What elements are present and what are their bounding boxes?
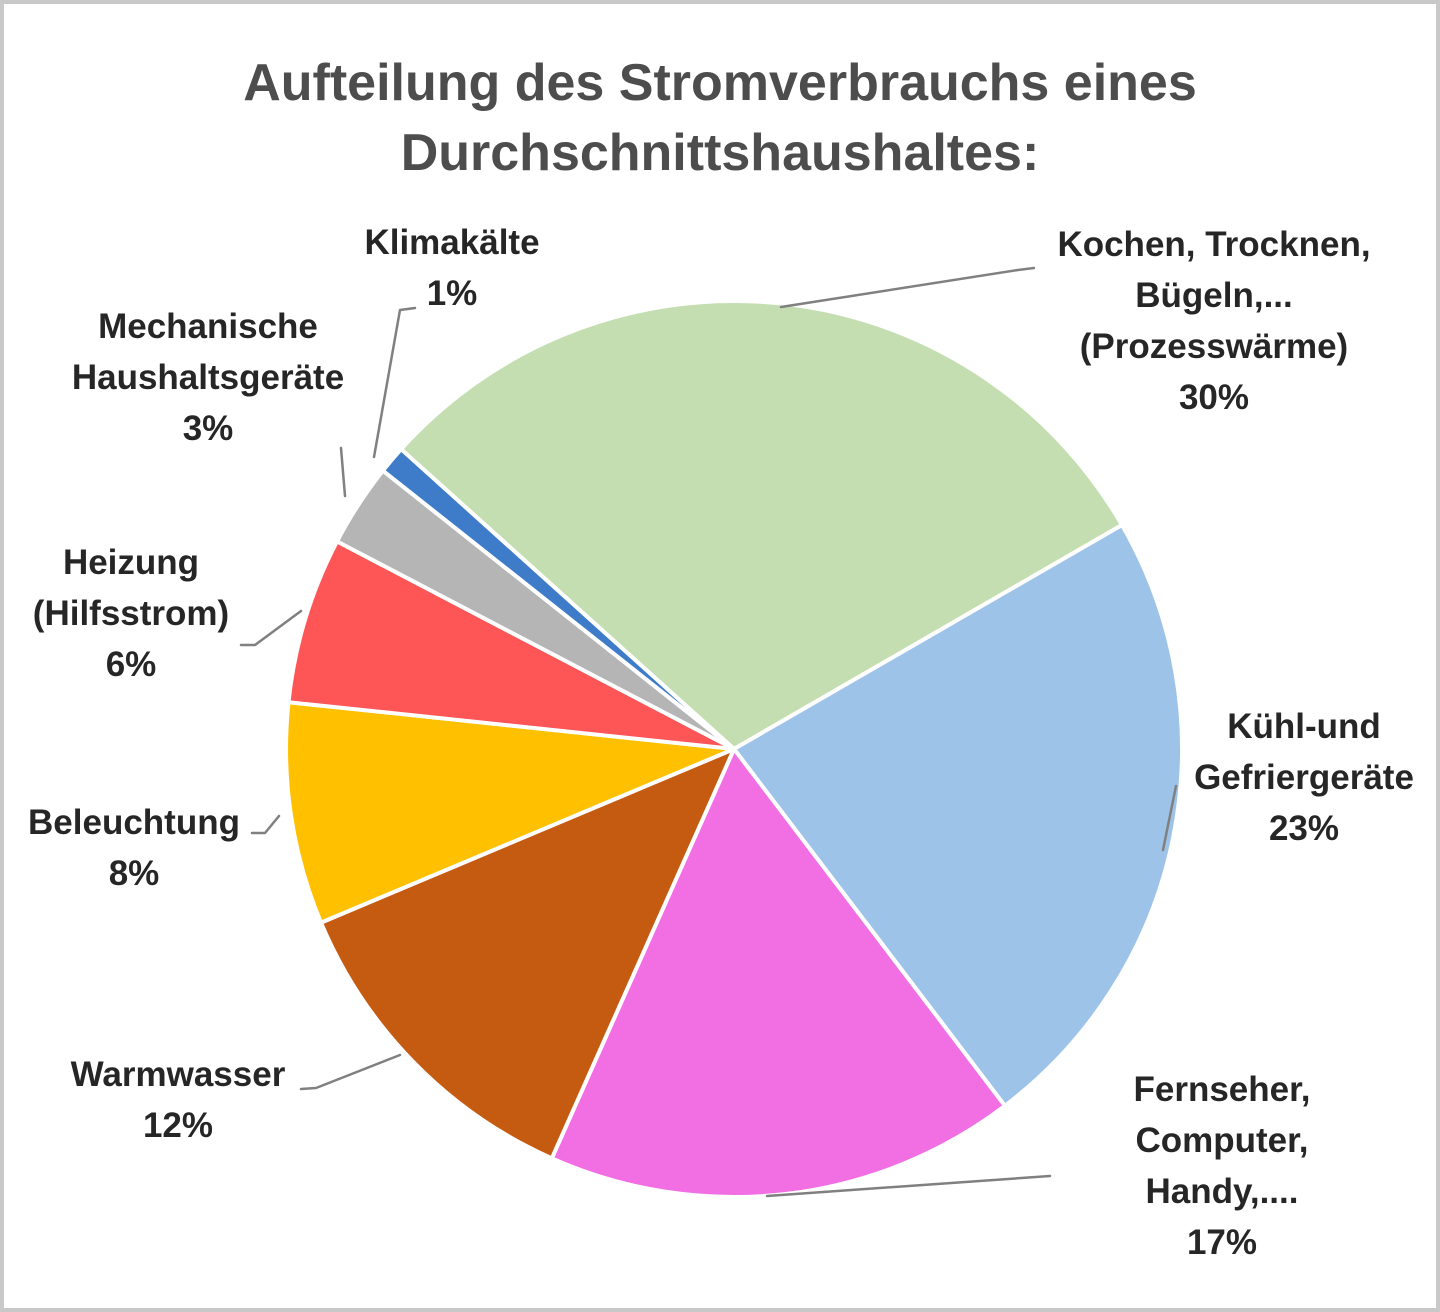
- slice-label-line: Beleuchtung: [28, 803, 240, 842]
- slice-label-beleuchtung: Beleuchtung 8%: [28, 797, 240, 899]
- leader-line-mechanische: [339, 446, 347, 498]
- slice-label-klimakaelte: Klimakälte 1%: [364, 217, 539, 319]
- slice-label-line: Kochen, Trocknen,: [1057, 225, 1371, 264]
- pie-slice-beleuchtung: [284, 700, 736, 925]
- pie-slice-warmwasser: [319, 747, 736, 1161]
- slice-label-mechanische: Mechanische Haushaltsgeräte 3%: [72, 301, 344, 454]
- slice-label-line: Warmwasser: [70, 1055, 286, 1094]
- slice-label-line: Kühl-und: [1227, 707, 1381, 746]
- slice-label-line: Computer,: [1135, 1121, 1309, 1160]
- slice-label-line: Heizung: [62, 543, 200, 582]
- pie-slice-kuehl: [732, 523, 1184, 1108]
- slice-label-line: 8%: [108, 854, 160, 893]
- slice-label-fernseher: Fernseher, Computer, Handy,.... 17%: [1133, 1064, 1310, 1268]
- pie-slice-kochen: [399, 299, 1124, 751]
- slice-label-line: (Hilfsstrom): [32, 594, 230, 633]
- slice-label-line: Klimakälte: [364, 223, 540, 262]
- slice-label-line: 6%: [105, 645, 157, 684]
- slice-label-line: Bügeln,...: [1135, 276, 1293, 315]
- chart-title-line-2: Durchschnittshaushaltes:: [400, 124, 1040, 182]
- leader-line-kuehl: [1161, 784, 1178, 852]
- pie-slice-heizung: [286, 539, 736, 751]
- leader-line-klimakaelte: [372, 306, 417, 459]
- chart-title-line-1: Aufteilung des Stromverbrauchs eines: [243, 54, 1197, 112]
- slice-label-line: 12%: [142, 1106, 214, 1145]
- pie-chart-svg: [239, 266, 1184, 1200]
- slice-label-heizung: Heizung (Hilfsstrom) 6%: [33, 537, 229, 690]
- leader-line-warmwasser: [299, 1053, 402, 1091]
- slice-label-line: 23%: [1268, 809, 1340, 848]
- slice-label-line: Fernseher,: [1133, 1070, 1311, 1109]
- slice-label-line: 1%: [426, 274, 478, 313]
- slice-label-line: 30%: [1178, 378, 1250, 417]
- slice-label-line: 17%: [1186, 1223, 1258, 1262]
- slice-label-warmwasser: Warmwasser 12%: [71, 1049, 286, 1151]
- slice-label-line: Mechanische: [98, 307, 318, 346]
- slice-label-line: Gefriergeräte: [1194, 758, 1414, 797]
- slice-label-kochen: Kochen, Trocknen, Bügeln,... (Prozesswärme…: [1057, 219, 1370, 423]
- chart-title: Aufteilung des Stromverbrauchs eines Dur…: [4, 48, 1436, 188]
- slice-label-line: (Prozesswärme): [1079, 327, 1349, 366]
- leader-line-heizung: [239, 609, 303, 647]
- leader-line-beleuchtung: [250, 814, 281, 835]
- slice-label-kuehl: Kühl-und Gefriergeräte 23%: [1194, 701, 1414, 854]
- slice-label-line: 3%: [182, 409, 234, 448]
- slice-label-line: Haushaltsgeräte: [71, 358, 345, 397]
- leader-line-fernseher: [765, 1174, 1052, 1198]
- slice-label-line: Handy,....: [1145, 1172, 1299, 1211]
- leader-line-kochen: [779, 266, 1036, 309]
- pie-slice-klimakaelte: [380, 447, 736, 751]
